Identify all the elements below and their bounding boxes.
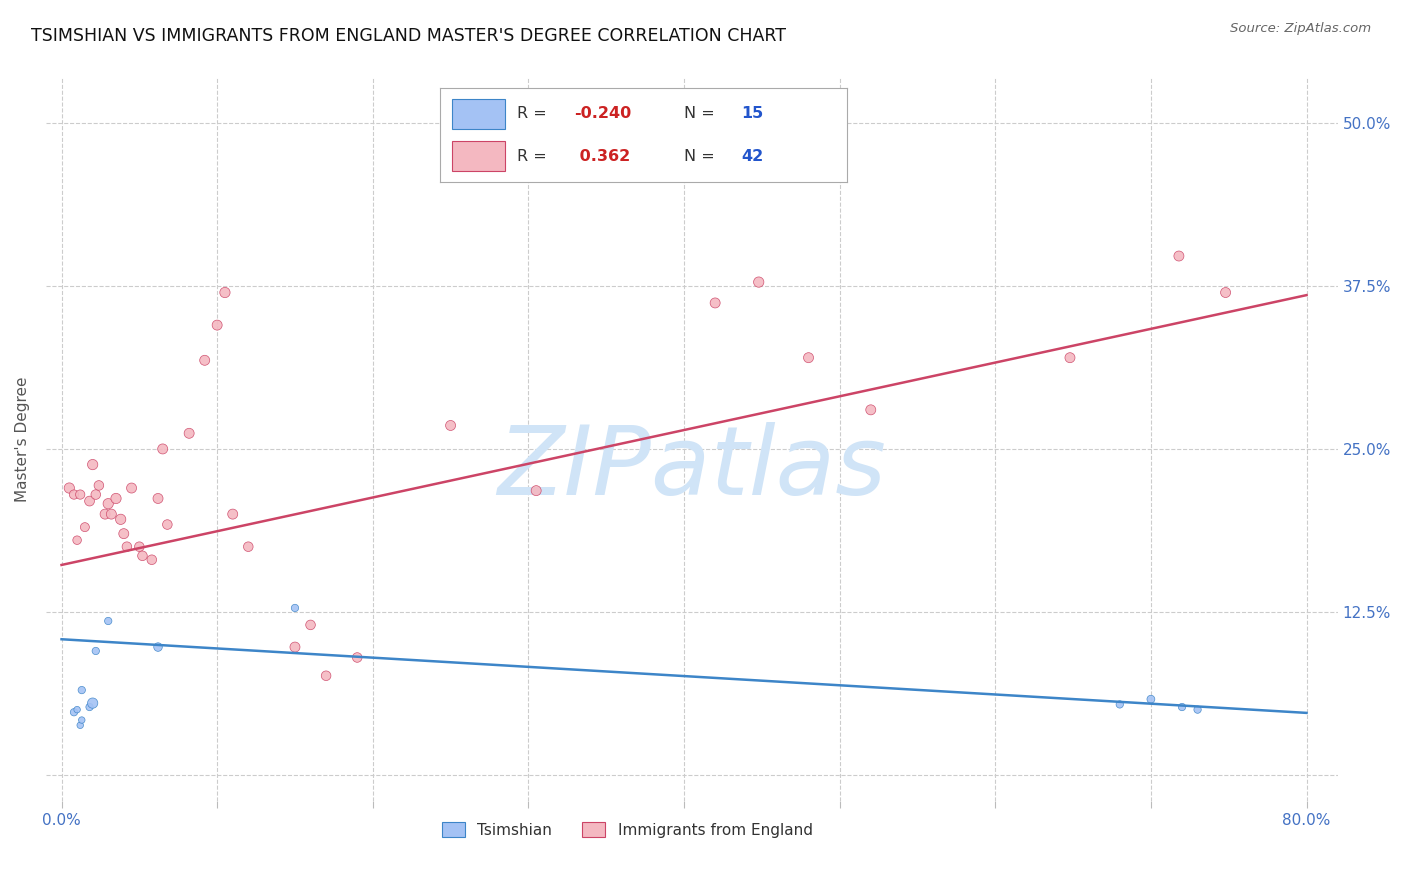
Point [128,540,150,554]
Point [100,507,122,521]
Point [299,618,322,632]
Point [97,497,120,511]
Point [131,549,153,563]
Point [87,478,110,492]
Point [222,507,245,521]
Point [110,512,132,526]
Point [284,640,307,654]
Point [315,669,337,683]
Point [1215,285,1237,300]
Point [179,426,201,441]
Point [69,487,91,501]
Point [84,644,107,658]
Point [238,540,260,554]
Point [105,491,128,506]
Point [63,487,86,501]
Point [156,517,179,532]
Point [1059,351,1081,365]
Legend: Tsimshian, Immigrants from England: Tsimshian, Immigrants from England [436,815,818,844]
Text: Source: ZipAtlas.com: Source: ZipAtlas.com [1230,22,1371,36]
Point [58,481,80,495]
Point [1108,698,1130,712]
Point [66,533,89,548]
Point [84,487,107,501]
Point [439,418,461,433]
Point [146,640,169,654]
Point [704,296,727,310]
Point [79,494,101,508]
Point [70,683,93,698]
Point [1140,692,1163,706]
Text: ZIPatlas: ZIPatlas [498,422,886,515]
Point [82,696,104,710]
Point [121,481,143,495]
Point [1187,703,1209,717]
Point [115,540,138,554]
Point [194,353,217,368]
Point [73,520,96,534]
Y-axis label: Master's Degree: Master's Degree [15,376,30,502]
Point [859,402,882,417]
Point [97,614,120,628]
Point [63,705,86,719]
Point [797,351,820,365]
Point [66,703,89,717]
Point [524,483,547,498]
Point [284,601,307,615]
Point [141,553,163,567]
Point [79,700,101,714]
Point [94,507,117,521]
Point [214,285,236,300]
Point [748,275,770,289]
Point [112,526,135,541]
Point [205,318,228,332]
Point [82,458,104,472]
Point [1171,700,1194,714]
Point [70,713,93,727]
Point [152,442,174,456]
Point [69,718,91,732]
Point [1167,249,1189,263]
Point [146,491,169,506]
Point [346,650,368,665]
Text: TSIMSHIAN VS IMMIGRANTS FROM ENGLAND MASTER'S DEGREE CORRELATION CHART: TSIMSHIAN VS IMMIGRANTS FROM ENGLAND MAS… [31,27,786,45]
